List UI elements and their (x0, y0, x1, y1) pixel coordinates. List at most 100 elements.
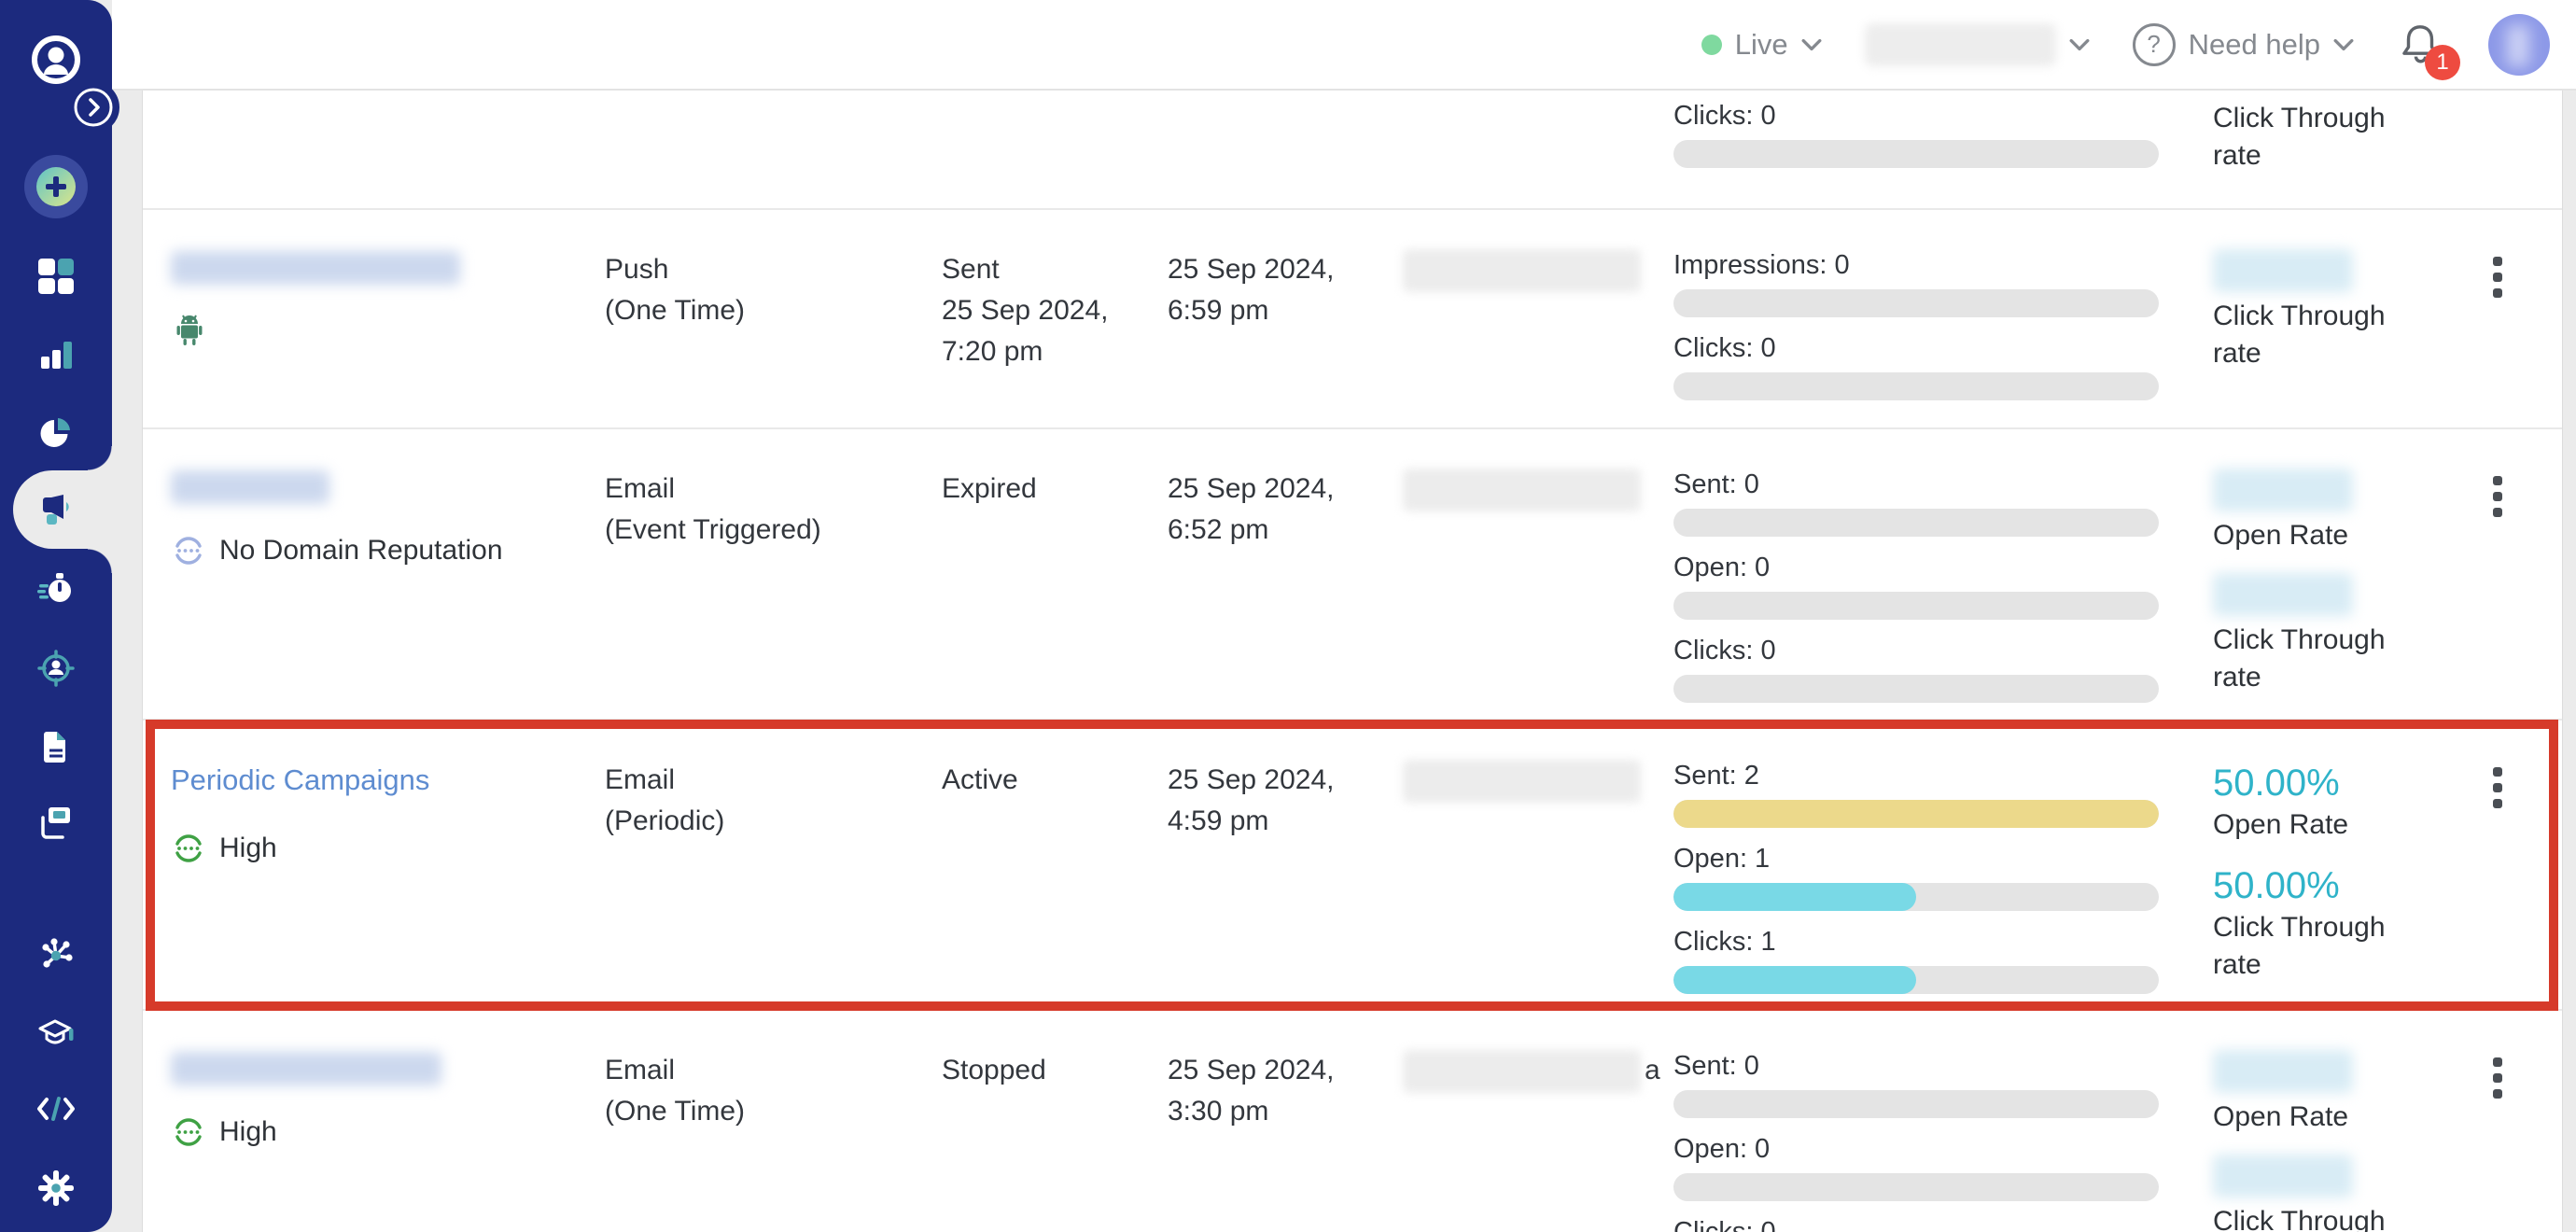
metric-label: Clicks: 0 (1673, 101, 1776, 131)
sidebar-item-content-cards[interactable] (34, 801, 78, 850)
kebab-cell (2493, 1050, 2560, 1232)
reputation-label: High (219, 833, 277, 863)
progress-bar (1673, 1090, 2159, 1118)
rate-label: Click Through rate (2213, 301, 2386, 369)
metric: Open: 0 (1673, 1133, 2213, 1201)
rate: 50.00% Open Rate (2213, 760, 2493, 844)
kebab-cell (2493, 469, 2560, 719)
workspace-name-blurred (1864, 22, 2056, 66)
metric-label: Impressions: 0 (1673, 250, 1850, 280)
rate-value: 50.00% (2213, 763, 2340, 804)
stats-cell: Clicks: 0 (1673, 100, 2213, 208)
scheduled-date-cell: 25 Sep 2024, 3:30 pm (1168, 1055, 1335, 1127)
rate: Click Through rate (2213, 100, 2493, 175)
channel-cell: Email (One Time) (605, 1055, 746, 1127)
metric: Sent: 0 (1673, 469, 2213, 537)
stats-cell: Sent: 2 Open: 1 Clicks: 1 (1673, 760, 2213, 1009)
workspace-switcher[interactable] (1864, 22, 2090, 66)
creator-name-blurred (1403, 469, 1641, 511)
table-row: Push (One Time) Sent 25 Sep 2024, 7:20 pm 25 … (143, 210, 2562, 429)
campaign-subline: High (171, 828, 605, 869)
sidebar-item-campaigns[interactable] (34, 487, 78, 537)
metric-label: Sent: 0 (1673, 1051, 1759, 1081)
notifications-button[interactable]: 1 (2397, 21, 2460, 80)
metric: Clicks: 0 (1673, 1216, 2213, 1232)
sidebar-item-connections[interactable] (34, 931, 78, 980)
channel-cell: Email (Periodic) (605, 764, 725, 836)
rate: 50.00% Click Through rate (2213, 862, 2493, 984)
row-menu-button[interactable] (2493, 249, 2504, 298)
campaign-name-cell (143, 100, 605, 208)
sidebar-item-journeys[interactable] (34, 566, 78, 615)
table-row: Periodic Campaigns High Email (Periodic) Ac… (143, 721, 2562, 1011)
sidebar-item-developer[interactable] (34, 1086, 78, 1136)
sidebar-item-templates[interactable] (34, 724, 78, 774)
rates-cell: Open Rate Click Through rate (2213, 1050, 2493, 1232)
rates-cell: Click Through rate (2213, 249, 2493, 427)
creator-name-blurred (1403, 249, 1641, 292)
creator-cell (1403, 100, 1673, 208)
metric-label: Clicks: 1 (1673, 927, 1776, 957)
progress-bar (1673, 592, 2159, 620)
rate-value-blurred (2213, 1155, 2353, 1197)
rate: Open Rate (2213, 469, 2493, 554)
creator-cell (1403, 760, 1673, 1009)
sidebar-item-audience[interactable] (34, 645, 78, 694)
progress-bar (1673, 675, 2159, 703)
sidebar-item-settings[interactable] (34, 1166, 78, 1215)
table-row: High Email (One Time) Stopped 25 Sep 2024, 3:… (143, 1011, 2562, 1232)
campaign-subline (171, 311, 605, 348)
metric-label: Clicks: 0 (1673, 333, 1776, 363)
metric-label: Clicks: 0 (1673, 636, 1776, 665)
campaign-name-blurred (171, 1052, 441, 1085)
progress-bar (1673, 966, 2159, 994)
metric: Clicks: 0 (1673, 635, 2213, 703)
metric-label: Open: 0 (1673, 553, 1771, 582)
rate-label: Open Rate (2213, 520, 2349, 551)
channel-cell: Push (One Time) (605, 254, 746, 326)
sidebar-item-dashboard[interactable] (34, 254, 78, 303)
globe-icon (175, 834, 202, 862)
creator-name-blurred (1403, 1050, 1641, 1093)
sidebar-item-segments[interactable] (34, 410, 78, 459)
live-label: Live (1734, 27, 1788, 61)
campaign-name-link[interactable]: Periodic Campaigns (171, 763, 430, 796)
sidebar-item-analytics[interactable] (34, 332, 78, 382)
row-menu-button[interactable] (2493, 469, 2504, 517)
row-menu-button[interactable] (2493, 760, 2504, 808)
create-campaign-button[interactable] (22, 153, 90, 220)
creator-cell (1403, 469, 1673, 719)
status-cell (942, 100, 1168, 208)
sidebar-expand-button[interactable] (73, 87, 114, 128)
avatar[interactable] (2488, 13, 2550, 76)
campaign-subline: High (171, 1112, 605, 1153)
need-help-label: Need help (2188, 27, 2320, 61)
rate-label: Open Rate (2213, 809, 2349, 840)
progress-bar (1673, 289, 2159, 317)
chevron-down-icon (2069, 38, 2090, 50)
metric: Clicks: 0 (1673, 100, 2213, 168)
kebab-cell (2493, 249, 2560, 427)
chevron-down-icon (2333, 38, 2354, 50)
metric: Clicks: 0 (1673, 332, 2213, 400)
progress-bar (1673, 140, 2159, 168)
campaign-name-blurred (171, 251, 460, 285)
rate: Click Through rate (2213, 1155, 2493, 1232)
channel-cell: Email (Event Triggered) (605, 473, 821, 545)
scheduled-date-cell (1168, 100, 1403, 208)
metric: Clicks: 1 (1673, 926, 2213, 994)
scheduled-date-cell: 25 Sep 2024, 6:52 pm (1168, 473, 1335, 545)
sidebar-item-academy[interactable] (34, 1011, 78, 1060)
android-icon (176, 315, 203, 345)
campaign-name-cell: Periodic Campaigns High (143, 760, 605, 1009)
progress-bar (1673, 372, 2159, 400)
row-menu-button[interactable] (2493, 1050, 2504, 1099)
progress-bar (1673, 883, 2159, 911)
status-cell: Stopped (942, 1055, 1046, 1085)
metric-label: Sent: 2 (1673, 761, 1759, 791)
scheduled-date-cell: 25 Sep 2024, 4:59 pm (1168, 764, 1335, 836)
environment-switcher[interactable]: Live (1701, 28, 1822, 62)
status-cell: Sent 25 Sep 2024, 7:20 pm (942, 254, 1109, 367)
need-help-menu[interactable]: ? Need help (2132, 22, 2354, 66)
